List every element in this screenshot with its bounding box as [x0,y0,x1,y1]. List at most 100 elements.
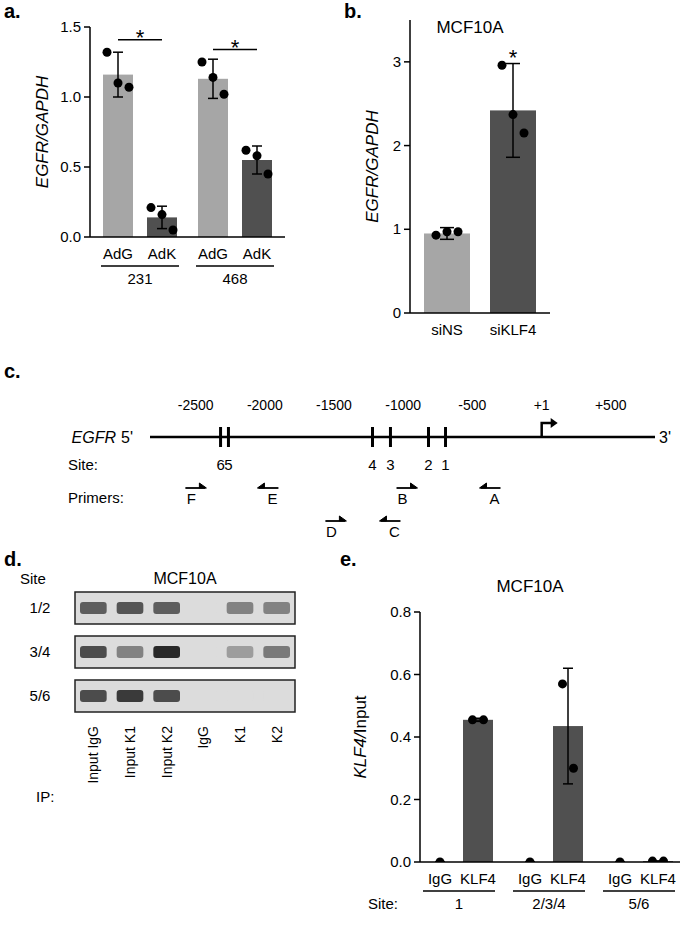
y-tick-label: 3 [393,53,401,70]
gel-band [153,602,180,614]
y-tick [84,166,90,168]
row-label: 1/2 [30,599,51,616]
lane-label: IgG [195,726,211,749]
data-point [253,151,262,160]
primer-head [199,483,206,488]
y-axis-label: EGFR/GAPDH [33,75,52,188]
site-label: 3 [386,456,394,473]
bar [103,75,133,237]
panel-label: a. [4,0,21,22]
primer-label: A [489,490,499,507]
data-point [114,79,123,88]
primer-arrow [479,483,500,488]
gel-band [190,690,217,702]
error-stem [117,52,119,97]
group-label: 231 [127,270,152,287]
gene-name: EGFR [72,429,117,446]
group-line [196,265,274,267]
label-part: Input [351,695,370,733]
y-axis [409,20,411,313]
tss-arrowhead [551,418,558,428]
y-tick-label: 0.4 [390,728,411,745]
data-point [264,170,273,179]
row-label: 3/4 [30,643,51,660]
significance-label: * [231,35,240,60]
gel-band [227,646,254,658]
data-point [169,226,178,235]
group-line [603,890,675,892]
site-label: 2 [424,456,432,473]
y-tick [404,229,410,231]
data-point [158,210,167,219]
group-line [101,265,179,267]
error-cap [113,51,123,53]
y-tick-label: 0.0 [390,853,411,870]
error-bar [157,206,167,228]
error-bar [440,228,454,240]
gel-band [117,690,144,702]
y-tick [84,236,90,238]
gel-strip [75,680,295,712]
error-cap [208,58,218,60]
gene-line [150,436,655,439]
marks [424,61,536,313]
label-part: GAPDH [363,110,382,171]
primer-head [379,516,386,521]
primer-arrow [325,516,346,521]
significance-label: * [136,25,145,50]
site-label: 1 [441,456,449,473]
group-line [423,890,495,892]
error-stem [567,668,569,784]
x-tick-label: IgG [428,870,452,887]
primer-label: E [267,490,277,507]
error-cap [157,228,167,230]
bar [463,720,493,862]
gel-strip [75,636,295,668]
x-axis [410,312,550,314]
gel-strip [75,592,295,624]
primer-arrow [257,483,278,488]
primer-label: F [187,490,196,507]
y-tick [404,145,410,147]
gel-band [80,602,107,614]
data-point [198,58,207,67]
gel-band [263,646,290,658]
site-mark [371,427,374,447]
panel-label: e. [340,548,357,570]
panel-label: d. [4,548,22,570]
site-mark [227,427,230,447]
y-tick [84,96,90,98]
five-prime: 5' [121,429,133,446]
group-label: 468 [222,270,247,287]
significance-label: * [509,45,518,70]
marks [103,48,273,237]
x-tick-label: KLF4 [640,870,676,887]
y-tick [414,799,420,801]
y-tick [414,736,420,738]
primer-head [479,483,486,488]
gel-band [117,602,144,614]
y-tick [414,861,420,863]
marks [435,668,673,862]
x-tick-label: -500 [458,397,486,413]
bar [424,233,470,313]
bar-chart: 0.00.20.40.60.8IgGKLF4IgGKLF4IgGKLF412/3… [368,603,680,912]
y-tick-label: 0 [393,304,401,321]
x-tick-label: -2500 [178,397,214,413]
label-part: EGFR/ [363,168,382,222]
y-tick [404,61,410,63]
site-mark [219,427,222,447]
error-cap [252,173,262,175]
data-point [220,90,229,99]
row-header: Site [20,570,46,587]
data-point [558,679,567,688]
y-tick-label: 2 [393,137,401,154]
primer-head [411,483,418,488]
site-mark [444,427,447,447]
x-tick-label: -2000 [247,397,283,413]
primer-arrow [397,483,418,488]
site-label: 5 [224,456,232,473]
y-tick-label: 0.0 [60,228,81,245]
error-cap [252,145,262,147]
data-point [103,48,112,57]
